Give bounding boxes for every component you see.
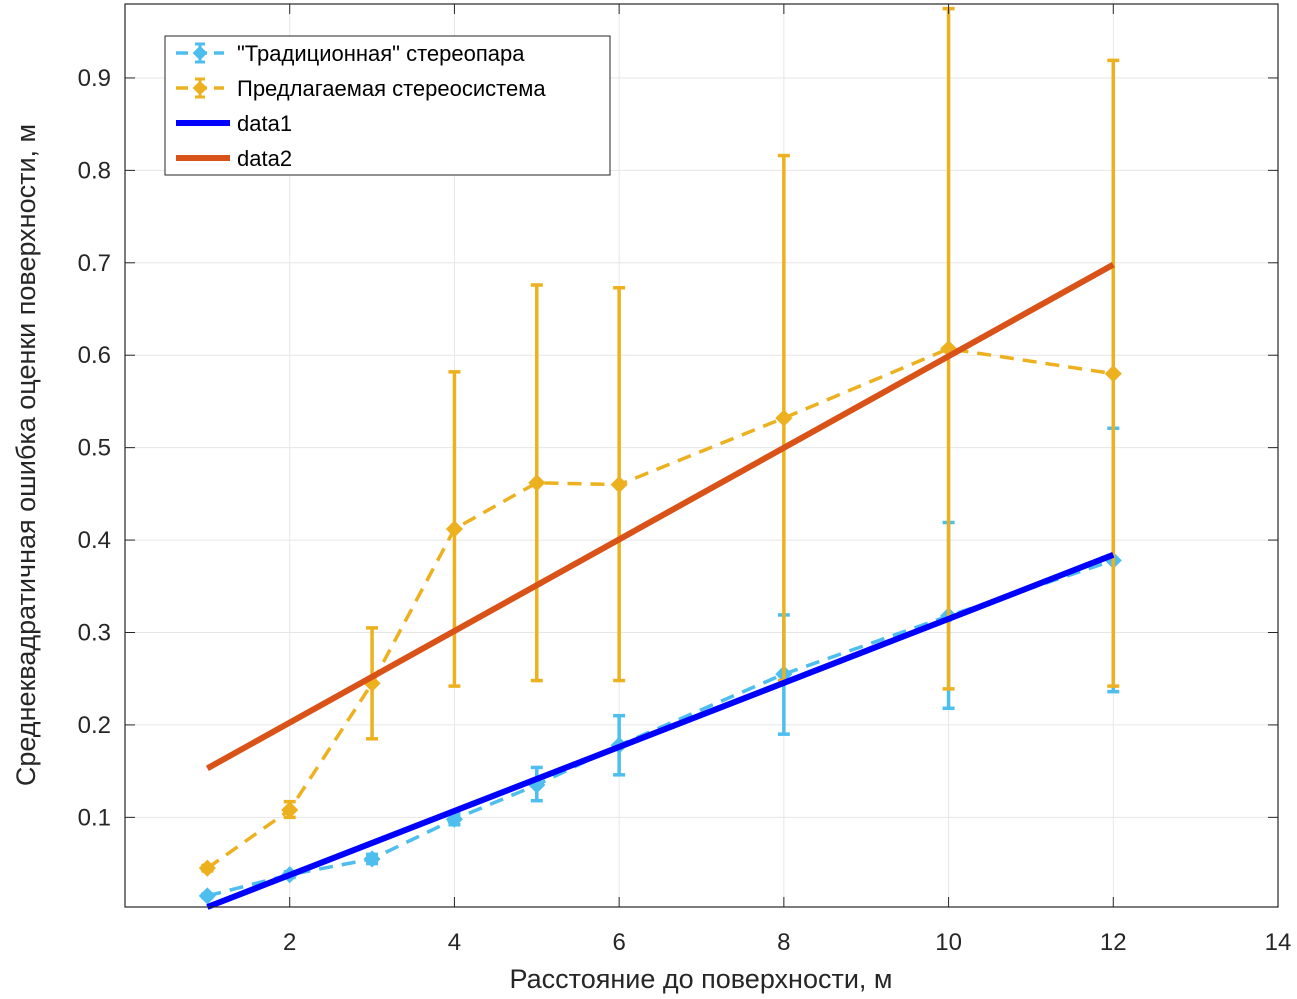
x-tick-label: 10	[935, 929, 962, 956]
legend-marker	[192, 45, 208, 61]
x-tick-label: 6	[612, 929, 625, 956]
legend-label: data2	[237, 146, 292, 171]
data-point	[1104, 365, 1122, 383]
data-point	[445, 520, 463, 538]
data-point	[445, 810, 463, 828]
x-tick-label: 14	[1265, 929, 1292, 956]
x-tick-label: 4	[448, 929, 461, 956]
legend-marker	[192, 80, 208, 96]
legend-label: "Традиционная" стереопара	[237, 41, 525, 66]
x-axis-title: Расстояние до поверхности, м	[510, 964, 893, 994]
data-point	[198, 859, 216, 877]
x-tick-label: 12	[1100, 929, 1127, 956]
y-tick-label: 0.8	[78, 157, 111, 184]
legend-label: Предлагаемая стереосистема	[237, 76, 546, 101]
data-point	[198, 887, 216, 905]
legend-label: data1	[237, 111, 292, 136]
y-axis-title: Среднеквадратичная ошибка оценки поверхн…	[11, 124, 41, 786]
series-line	[206, 346, 1114, 870]
data-point	[281, 801, 299, 819]
y-tick-label: 0.1	[78, 804, 111, 831]
series-4	[205, 262, 1115, 771]
y-tick-label: 0.9	[78, 65, 111, 92]
grid	[125, 4, 1279, 907]
legend-item-2: Предлагаемая стереосистема	[176, 76, 546, 101]
y-tick-label: 0.7	[78, 250, 111, 277]
x-tick-label: 8	[777, 929, 790, 956]
series-line	[205, 262, 1115, 771]
series-line	[206, 552, 1115, 910]
series-3	[206, 552, 1115, 910]
data-point	[363, 850, 381, 868]
legend: "Традиционная" стереопара Предлагаемая ст…	[164, 35, 611, 176]
plot-frame	[124, 3, 1279, 908]
data-point	[610, 476, 628, 494]
legend-box	[164, 35, 611, 176]
data-point	[775, 409, 793, 427]
y-tick-label: 0.5	[78, 435, 111, 462]
legend-item-4: data2	[176, 146, 292, 171]
y-tick-label: 0.3	[78, 619, 111, 646]
y-tick-label: 0.4	[78, 527, 111, 554]
x-tick-label: 2	[283, 929, 296, 956]
plot-area	[198, 6, 1122, 910]
ticks: 2 4 6 8 10 12 14 0.1 0.2 0.3 0.4 0.5 0.6 0.7 0.8 0.9	[78, 4, 1292, 956]
y-tick-label: 0.2	[78, 712, 111, 739]
legend-item-3: data1	[176, 111, 292, 136]
legend-item-1: "Традиционная" стереопара	[176, 41, 525, 66]
y-tick-label: 0.6	[78, 342, 111, 369]
data-point	[528, 474, 546, 492]
